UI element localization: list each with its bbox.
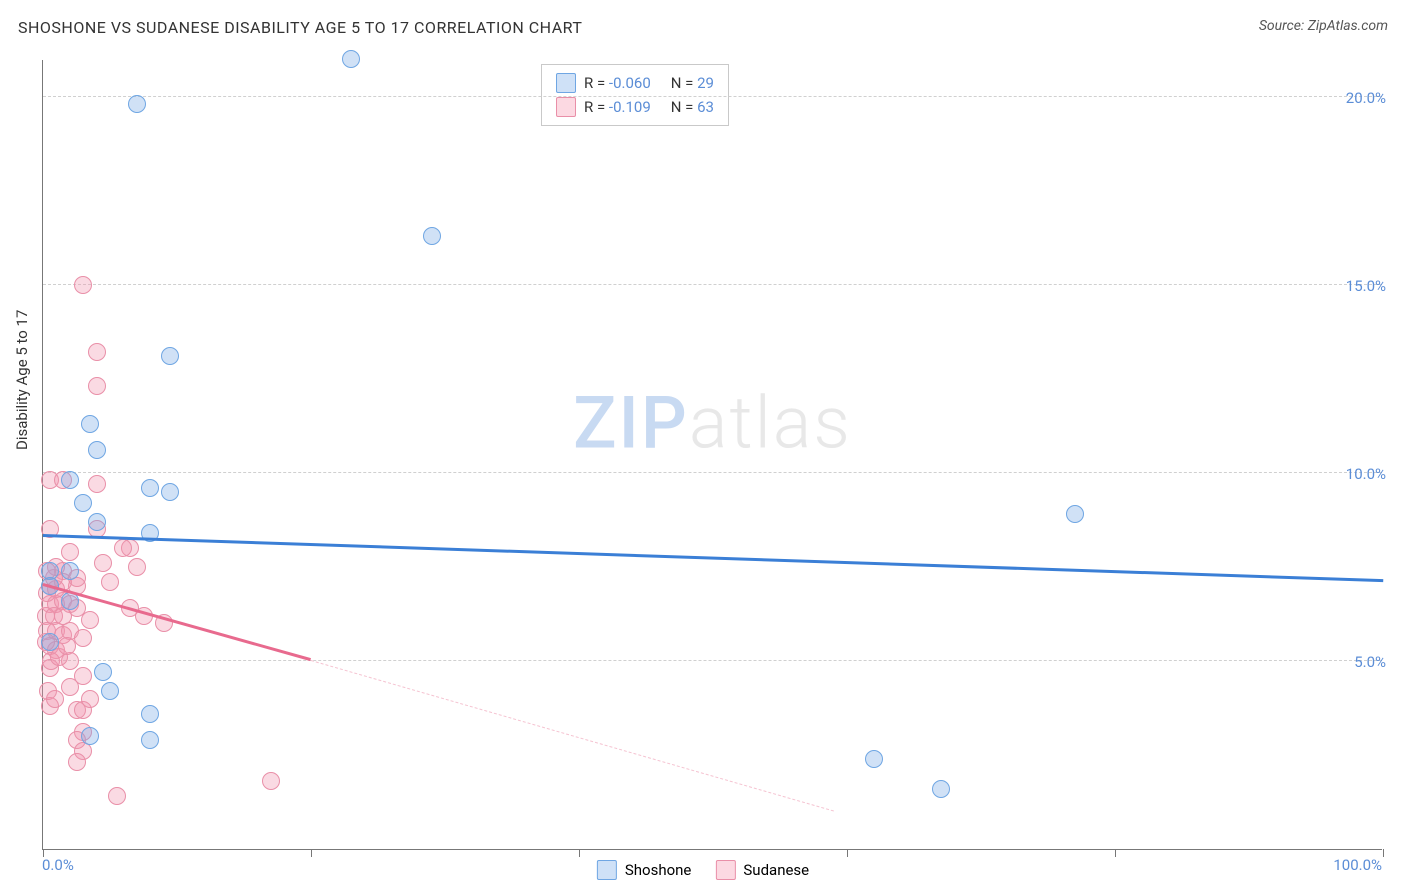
x-tick [579, 849, 580, 857]
data-point [141, 731, 159, 749]
data-point [61, 471, 79, 489]
data-point [41, 633, 59, 651]
chart-header: SHOSHONE VS SUDANESE DISABILITY AGE 5 TO… [18, 18, 1388, 48]
chart-source: Source: ZipAtlas.com [1259, 18, 1388, 34]
x-tick [311, 849, 312, 857]
gridline [43, 96, 1382, 97]
series-legend-label: Sudanese [743, 861, 809, 879]
data-point [101, 682, 119, 700]
series-legend-label: Shoshone [625, 861, 692, 879]
y-tick-label: 5.0% [1354, 653, 1386, 671]
series-legend-item: Shoshone [597, 860, 692, 880]
data-point [46, 690, 64, 708]
gridline [43, 284, 1382, 285]
source-prefix: Source: [1259, 18, 1308, 34]
legend-n: N = 63 [671, 95, 714, 119]
data-point [58, 637, 76, 655]
y-axis-label: Disability Age 5 to 17 [13, 310, 31, 450]
data-point [423, 227, 441, 245]
data-point [108, 787, 126, 805]
plot-area: ZIPatlas R = -0.060 N = 29 R = -0.109 N = 6… [42, 60, 1382, 850]
data-point [128, 95, 146, 113]
data-point [74, 494, 92, 512]
x-tick [1115, 849, 1116, 857]
legend-swatch [556, 73, 576, 93]
source-name: ZipAtlas.com [1308, 18, 1388, 34]
x-tick [1383, 849, 1384, 857]
chart-container: SHOSHONE VS SUDANESE DISABILITY AGE 5 TO… [0, 0, 1406, 892]
gridline [43, 660, 1382, 661]
data-point [74, 667, 92, 685]
data-point [114, 539, 132, 557]
data-point [61, 562, 79, 580]
data-point [94, 554, 112, 572]
legend-r: R = -0.060 [584, 71, 651, 95]
legend-n: N = 29 [671, 71, 714, 95]
data-point [81, 415, 99, 433]
data-point [81, 690, 99, 708]
y-tick-label: 15.0% [1346, 277, 1386, 295]
data-point [262, 772, 280, 790]
data-point [161, 483, 179, 501]
data-point [81, 611, 99, 629]
data-point [1066, 505, 1084, 523]
x-tick-label-min: 0.0% [42, 856, 74, 874]
data-point [128, 558, 146, 576]
data-point [161, 347, 179, 365]
trend-line [43, 534, 1383, 582]
series-legend: Shoshone Sudanese [597, 860, 809, 880]
data-point [74, 629, 92, 647]
data-point [88, 513, 106, 531]
data-point [61, 543, 79, 561]
data-point [141, 705, 159, 723]
legend-swatch [556, 97, 576, 117]
legend-row: R = -0.060 N = 29 [556, 71, 714, 95]
trend-line-extrapolated [311, 660, 834, 811]
data-point [88, 441, 106, 459]
data-point [88, 377, 106, 395]
legend-swatch [715, 860, 735, 880]
data-point [88, 475, 106, 493]
gridline [43, 472, 1382, 473]
data-point [101, 573, 119, 591]
watermark-light: atlas [689, 380, 852, 465]
data-point [94, 663, 112, 681]
data-point [88, 343, 106, 361]
data-point [141, 479, 159, 497]
data-point [81, 727, 99, 745]
legend-swatch [597, 860, 617, 880]
data-point [74, 276, 92, 294]
legend-r: R = -0.109 [584, 95, 651, 119]
x-tick [847, 849, 848, 857]
data-point [932, 780, 950, 798]
watermark: ZIPatlas [573, 380, 852, 465]
series-legend-item: Sudanese [715, 860, 809, 880]
watermark-bold: ZIP [573, 380, 689, 465]
y-tick-label: 10.0% [1346, 465, 1386, 483]
chart-title: SHOSHONE VS SUDANESE DISABILITY AGE 5 TO… [18, 18, 582, 37]
data-point [865, 750, 883, 768]
legend-row: R = -0.109 N = 63 [556, 95, 714, 119]
data-point [68, 753, 86, 771]
x-tick-label-max: 100.0% [1333, 856, 1382, 874]
y-tick-label: 20.0% [1346, 89, 1386, 107]
data-point [342, 50, 360, 68]
